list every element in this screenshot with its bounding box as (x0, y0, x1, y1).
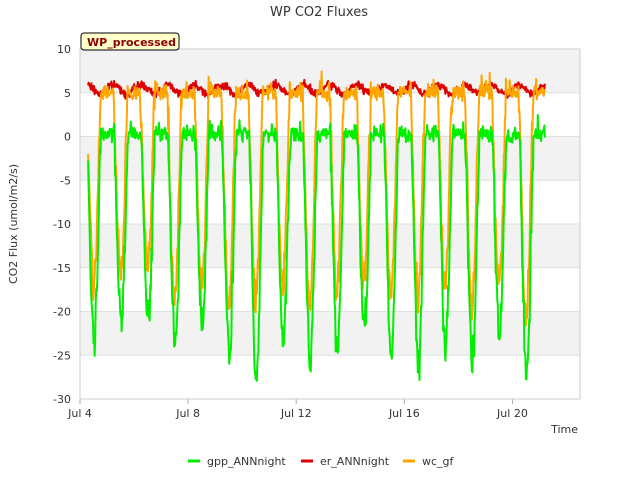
y-tick-label: -30 (53, 393, 71, 406)
x-tick-label: Jul 20 (496, 407, 528, 420)
legend: gpp_ANNnight er_ANNnight wc_gf (188, 455, 455, 468)
y-tick-label: -10 (53, 218, 71, 231)
y-tick-label: -20 (53, 306, 71, 319)
processed-badge: WP_processed (80, 32, 180, 51)
plot-band (80, 224, 580, 268)
legend-label: wc_gf (422, 455, 455, 468)
badge-label: WP_processed (87, 36, 176, 49)
chart-title: WP CO2 Fluxes (270, 5, 368, 20)
plot-band (80, 180, 580, 224)
y-tick-label: 0 (64, 131, 71, 144)
x-tick-label: Jul 4 (67, 407, 92, 420)
badge-box (80, 32, 180, 51)
series-lines (87, 70, 546, 382)
x-tick-label: Jul 16 (388, 407, 420, 420)
y-tick-label: -5 (60, 174, 71, 187)
plot-frame (79, 48, 581, 400)
y-tick-label: -25 (53, 349, 71, 362)
plot-band (80, 355, 580, 399)
legend-label: er_ANNnight (320, 455, 390, 468)
plot-band (80, 267, 580, 312)
y-axis-title: CO2 Flux (umol/m2/s) (7, 164, 20, 284)
y-tick-label: 5 (64, 87, 71, 100)
x-tick-label: Jul 12 (280, 407, 312, 420)
plot-band (80, 311, 580, 356)
series-line-gpp-annnight (87, 114, 546, 382)
y-tick-label: -15 (53, 262, 71, 275)
x-tick-label: Jul 8 (175, 407, 200, 420)
legend-label: gpp_ANNnight (207, 455, 286, 468)
y-tick-label: 10 (57, 43, 71, 56)
x-axis-title: Time (550, 423, 578, 436)
x-axis-ticks: Jul 4 Jul 8 Jul 12 Jul 16 Jul 20 (67, 399, 528, 420)
